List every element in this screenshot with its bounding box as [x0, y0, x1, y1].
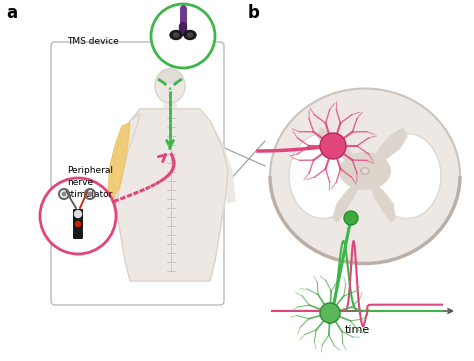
Ellipse shape [170, 30, 182, 39]
FancyBboxPatch shape [51, 42, 224, 305]
Ellipse shape [155, 69, 185, 103]
Circle shape [62, 191, 66, 196]
Ellipse shape [339, 152, 391, 190]
Ellipse shape [360, 167, 370, 175]
Circle shape [74, 210, 82, 217]
Polygon shape [333, 181, 359, 222]
Polygon shape [163, 100, 177, 109]
Ellipse shape [173, 33, 179, 37]
Text: a: a [6, 4, 17, 22]
Circle shape [344, 211, 358, 225]
Text: Peripheral
nerve
stimulator: Peripheral nerve stimulator [67, 166, 113, 199]
Ellipse shape [188, 33, 192, 37]
Circle shape [40, 178, 116, 254]
Circle shape [320, 133, 346, 159]
Circle shape [88, 191, 92, 196]
Text: TMS device: TMS device [67, 36, 119, 45]
Circle shape [75, 222, 81, 226]
Ellipse shape [373, 134, 441, 218]
Polygon shape [371, 181, 395, 222]
Ellipse shape [270, 88, 460, 264]
Ellipse shape [289, 134, 357, 218]
Polygon shape [112, 109, 228, 281]
Polygon shape [108, 123, 130, 199]
Text: time: time [345, 325, 370, 335]
Circle shape [151, 4, 215, 68]
Polygon shape [373, 128, 407, 168]
Polygon shape [317, 128, 357, 168]
Polygon shape [108, 113, 140, 208]
Ellipse shape [184, 30, 196, 39]
Circle shape [320, 303, 340, 323]
FancyBboxPatch shape [73, 209, 83, 239]
Polygon shape [108, 123, 130, 199]
Ellipse shape [159, 69, 181, 83]
Ellipse shape [362, 169, 368, 174]
Polygon shape [198, 113, 235, 203]
Text: b: b [248, 4, 260, 22]
